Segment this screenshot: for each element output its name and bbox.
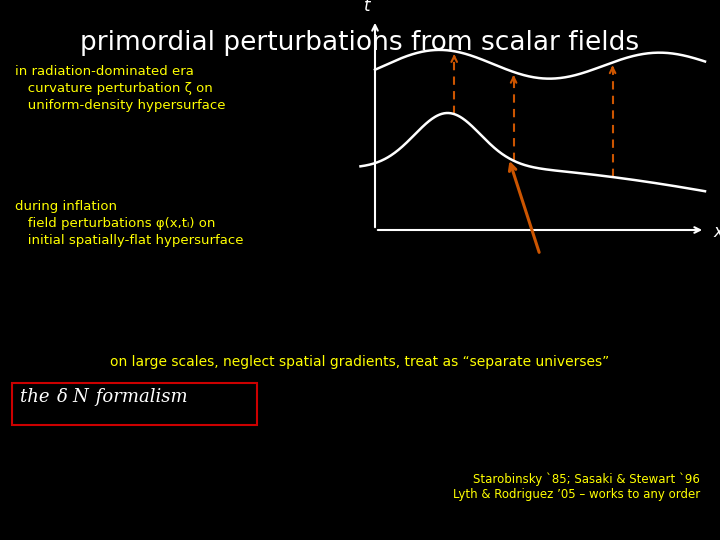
Text: formalism: formalism	[90, 388, 188, 406]
Text: the: the	[20, 388, 55, 406]
Text: N: N	[72, 388, 88, 406]
Text: field perturbations φ(x,tᵢ) on: field perturbations φ(x,tᵢ) on	[15, 217, 215, 230]
Text: on large scales, neglect spatial gradients, treat as “separate universes”: on large scales, neglect spatial gradien…	[110, 355, 610, 369]
Text: Starobinsky `85; Sasaki & Stewart `96: Starobinsky `85; Sasaki & Stewart `96	[473, 472, 700, 485]
Text: t: t	[364, 0, 370, 15]
Text: curvature perturbation ζ on: curvature perturbation ζ on	[15, 82, 212, 95]
Text: primordial perturbations from scalar fields: primordial perturbations from scalar fie…	[81, 30, 639, 56]
Text: in radiation-dominated era: in radiation-dominated era	[15, 65, 194, 78]
Text: initial spatially-flat hypersurface: initial spatially-flat hypersurface	[15, 234, 243, 247]
Text: x: x	[713, 223, 720, 241]
Bar	[12, 383, 257, 425]
Text: Lyth & Rodriguez ’05 – works to any order: Lyth & Rodriguez ’05 – works to any orde…	[453, 488, 700, 501]
Text: during inflation: during inflation	[15, 200, 117, 213]
Text: δ: δ	[57, 388, 68, 406]
Text: uniform-density hypersurface: uniform-density hypersurface	[15, 99, 225, 112]
